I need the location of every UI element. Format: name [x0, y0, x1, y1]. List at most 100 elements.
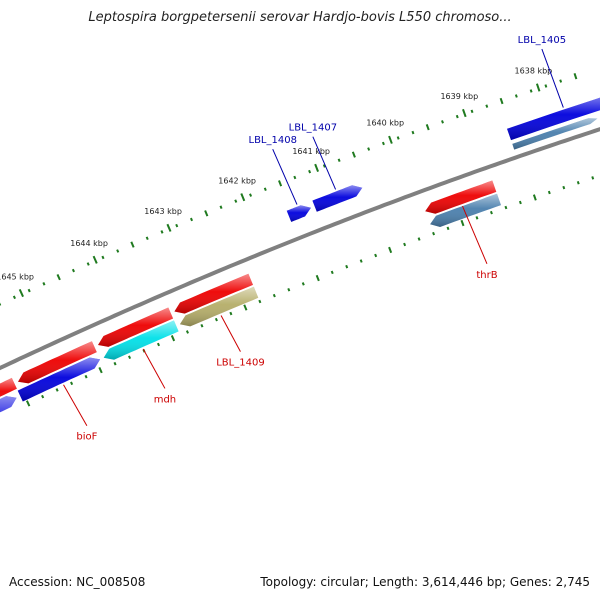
- gene-arrow-shade: [286, 205, 311, 222]
- gene-arrow-shade: [507, 97, 600, 141]
- tick-label: 1641 kbp: [292, 147, 330, 156]
- accession-text: Accession: NC_008508: [9, 575, 146, 589]
- gene-arrow-shade: [0, 396, 17, 413]
- gene-label: bioF: [76, 432, 97, 443]
- tick-mark: [470, 109, 474, 114]
- gene-arrow-shade: [430, 193, 501, 227]
- map-title: Leptospira borgpetersenii serovar Hardjo…: [88, 10, 512, 25]
- gene-arrow-shade: [98, 307, 174, 347]
- tick-mark: [411, 130, 415, 135]
- tick-mark: [128, 355, 132, 360]
- tick-mark: [272, 293, 276, 298]
- tick-mark: [374, 253, 378, 258]
- gene-label: LBL_1409: [216, 358, 264, 369]
- tick-mark: [200, 323, 204, 328]
- tick-mark: [559, 79, 563, 83]
- tick-mark: [249, 193, 253, 197]
- gene-arrow-shade: [103, 320, 179, 360]
- tick-mark: [308, 169, 312, 174]
- leader-line: [272, 148, 298, 205]
- tick-mark: [403, 242, 407, 247]
- gene-label: mdh: [154, 394, 176, 405]
- gene-arrow-shade: [0, 377, 17, 397]
- tick-mark: [25, 400, 31, 407]
- outer-tick-ring: [0, 73, 578, 306]
- chromosome-backbone: [0, 127, 600, 371]
- tick-mark: [532, 194, 537, 201]
- tick-mark: [337, 158, 341, 162]
- kbp-ticks: 1638 kbp 1639 kbp 1640 kbp 1641 kbp 1642 kbp…: [0, 66, 553, 298]
- tick-mark: [518, 200, 522, 205]
- tick-mark: [27, 288, 31, 293]
- gene-arrow-shade: [179, 286, 259, 327]
- tick-label: 1639 kbp: [440, 92, 478, 101]
- tick-mark: [591, 176, 595, 180]
- major-tick: [535, 83, 541, 92]
- tick-mark: [214, 317, 218, 322]
- tick-mark: [130, 241, 135, 248]
- gene-arrow-shade: [312, 185, 363, 212]
- major-tick: [240, 193, 246, 202]
- tick-mark: [417, 237, 421, 241]
- inner-tick-ring: [25, 176, 595, 407]
- tick-mark: [234, 199, 238, 203]
- tick-label: 1644 kbp: [70, 239, 108, 248]
- tick-mark: [475, 216, 479, 220]
- tick-mark: [189, 217, 194, 222]
- tick-mark: [432, 231, 436, 236]
- tick-label: 1638 kbp: [515, 66, 553, 75]
- tick-mark: [160, 230, 164, 234]
- major-tick: [388, 135, 393, 144]
- tick-mark: [359, 259, 363, 263]
- tick-mark: [70, 381, 74, 386]
- gene-label: thrB: [476, 270, 497, 281]
- tick-mark: [42, 282, 46, 286]
- tick-mark: [170, 335, 176, 342]
- tick-mark: [576, 180, 580, 185]
- tick-mark: [229, 311, 233, 316]
- leader-line: [220, 315, 241, 352]
- tick-mark: [86, 262, 90, 266]
- tick-mark: [446, 226, 450, 231]
- tick-mark: [116, 249, 120, 253]
- tick-label: 1640 kbp: [366, 119, 404, 128]
- gene-label: LBL_1405: [518, 35, 566, 46]
- gene-label: LBL_1407: [289, 123, 337, 134]
- tick-mark: [263, 187, 267, 191]
- tick-mark: [113, 361, 117, 366]
- tick-mark: [301, 282, 305, 286]
- gene-label: LBL_1408: [249, 135, 297, 146]
- tick-mark: [185, 330, 189, 334]
- tick-mark: [293, 175, 297, 180]
- tick-mark: [145, 236, 149, 240]
- tick-mark: [441, 120, 444, 124]
- major-tick: [18, 288, 24, 298]
- tick-mark: [529, 89, 533, 93]
- tick-mark: [175, 223, 179, 228]
- tick-label: 1642 kbp: [218, 176, 256, 185]
- tick-mark: [98, 367, 103, 374]
- tick-mark: [388, 246, 393, 254]
- tick-mark: [544, 84, 548, 88]
- tick-mark: [71, 268, 75, 273]
- tick-mark: [278, 180, 283, 187]
- tick-mark: [562, 185, 566, 190]
- tick-mark: [315, 274, 320, 282]
- major-tick: [166, 223, 172, 232]
- leader-line: [462, 205, 488, 264]
- tick-mark: [41, 394, 45, 399]
- tick-mark: [396, 136, 400, 140]
- gene-arrow-shade: [18, 341, 97, 384]
- tick-mark: [204, 210, 209, 217]
- tick-mark: [101, 255, 105, 260]
- tick-mark: [219, 205, 223, 209]
- tick-mark: [455, 114, 459, 119]
- tick-mark: [425, 124, 430, 131]
- gene-arrow-shade: [17, 357, 101, 402]
- tick-mark: [499, 97, 504, 105]
- tick-mark: [258, 299, 262, 304]
- tick-label: 1643 kbp: [144, 207, 182, 216]
- tick-mark: [381, 141, 385, 146]
- tick-mark: [547, 190, 551, 195]
